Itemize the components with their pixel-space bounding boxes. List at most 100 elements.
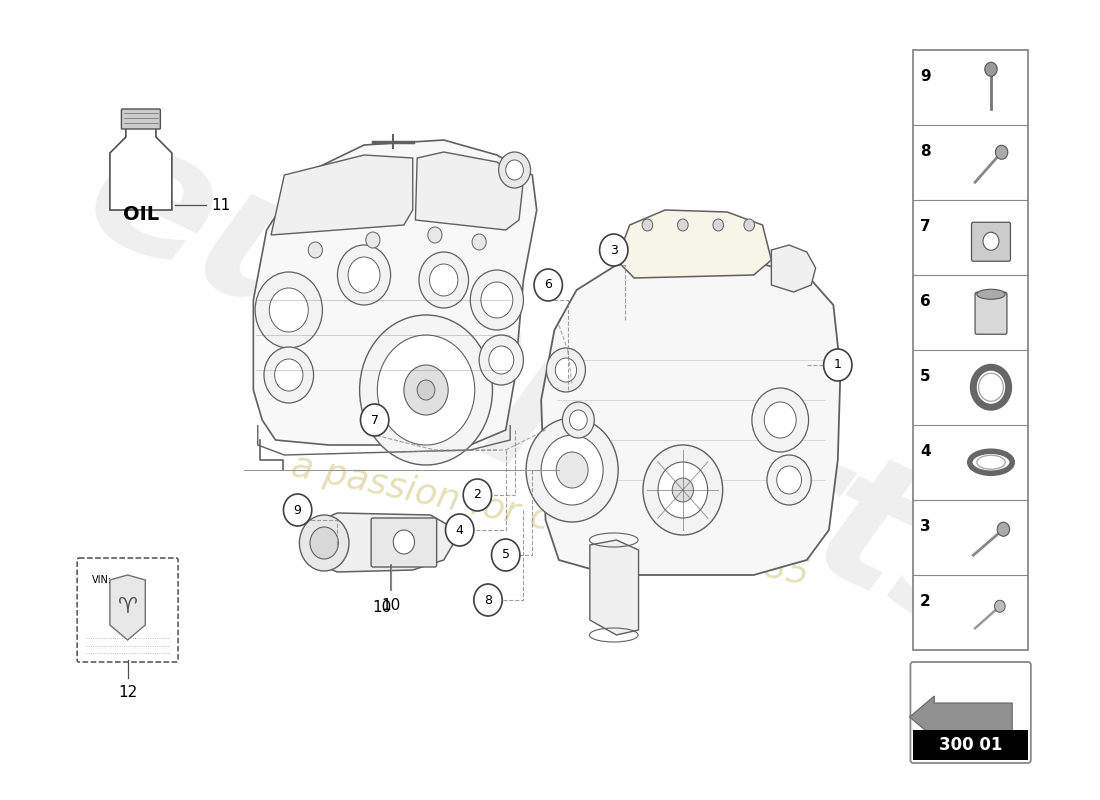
Circle shape [394,530,415,554]
Text: 8: 8 [920,144,931,158]
Ellipse shape [977,290,1005,299]
Polygon shape [590,540,639,635]
Circle shape [417,380,434,400]
Text: 4: 4 [920,444,931,458]
Circle shape [996,146,1008,159]
Circle shape [488,346,514,374]
Text: 300 01: 300 01 [939,736,1002,754]
Text: 5: 5 [920,369,931,384]
Circle shape [361,404,388,436]
Circle shape [713,219,724,231]
Text: OIL: OIL [123,206,160,225]
FancyBboxPatch shape [77,558,178,662]
Text: 9: 9 [294,503,301,517]
Circle shape [752,388,808,452]
Circle shape [556,358,576,382]
Text: 12: 12 [118,685,138,700]
FancyBboxPatch shape [911,662,1031,763]
Polygon shape [771,245,816,292]
Circle shape [541,435,603,505]
Text: 3: 3 [920,518,931,534]
Circle shape [474,584,503,616]
FancyBboxPatch shape [913,730,1028,760]
Circle shape [404,365,448,415]
Circle shape [600,234,628,266]
Circle shape [275,359,302,391]
Circle shape [480,335,524,385]
Circle shape [472,234,486,250]
Circle shape [270,288,308,332]
Text: 11: 11 [211,198,230,213]
Circle shape [744,219,755,231]
Polygon shape [416,152,524,230]
Circle shape [642,219,652,231]
Text: europarts: europarts [60,99,1040,681]
Circle shape [526,418,618,522]
Circle shape [547,348,585,392]
Text: 9: 9 [920,69,931,84]
FancyBboxPatch shape [913,50,1028,650]
Text: 2: 2 [920,594,931,609]
FancyBboxPatch shape [121,109,161,129]
Text: 8: 8 [484,594,492,606]
Text: 3: 3 [609,243,618,257]
Circle shape [498,152,530,188]
Circle shape [446,514,474,546]
Text: 10: 10 [381,598,400,613]
Circle shape [481,282,513,318]
Circle shape [471,270,524,330]
Text: 2: 2 [473,489,482,502]
Circle shape [299,515,349,571]
Circle shape [983,232,999,250]
Text: 7: 7 [371,414,378,426]
Circle shape [777,466,802,494]
Circle shape [506,160,524,180]
Text: 4: 4 [455,523,463,537]
FancyBboxPatch shape [975,292,1006,334]
Circle shape [338,245,390,305]
Circle shape [428,227,442,243]
Circle shape [658,462,707,518]
Polygon shape [110,125,172,210]
Circle shape [492,539,520,571]
Text: 6: 6 [544,278,552,291]
Circle shape [824,349,852,381]
Circle shape [994,600,1005,612]
Text: 10: 10 [372,600,392,615]
FancyBboxPatch shape [371,518,437,567]
FancyArrow shape [910,696,1012,738]
Circle shape [377,335,475,445]
Circle shape [562,402,594,438]
Circle shape [348,257,380,293]
Circle shape [419,252,469,308]
Text: 6: 6 [920,294,931,309]
Circle shape [767,455,811,505]
Text: ♈: ♈ [118,597,138,617]
Circle shape [310,527,339,559]
Circle shape [678,219,689,231]
Circle shape [366,232,379,248]
Text: 1: 1 [834,358,842,371]
Polygon shape [110,575,145,640]
Text: 5: 5 [502,549,509,562]
Text: 7: 7 [920,218,931,234]
Circle shape [764,402,796,438]
Circle shape [672,478,693,502]
Circle shape [308,242,322,258]
Circle shape [264,347,314,403]
Circle shape [284,494,311,526]
Circle shape [557,452,588,488]
Polygon shape [616,210,771,278]
Text: a passion for cars since 1985: a passion for cars since 1985 [288,449,812,591]
Circle shape [998,522,1010,536]
Polygon shape [253,140,537,445]
Text: VIN:: VIN: [92,575,112,585]
Polygon shape [541,255,840,575]
Circle shape [535,269,562,301]
Circle shape [360,315,493,465]
Circle shape [255,272,322,348]
Circle shape [644,445,723,535]
Circle shape [430,264,458,296]
Polygon shape [320,513,452,572]
Circle shape [463,479,492,511]
